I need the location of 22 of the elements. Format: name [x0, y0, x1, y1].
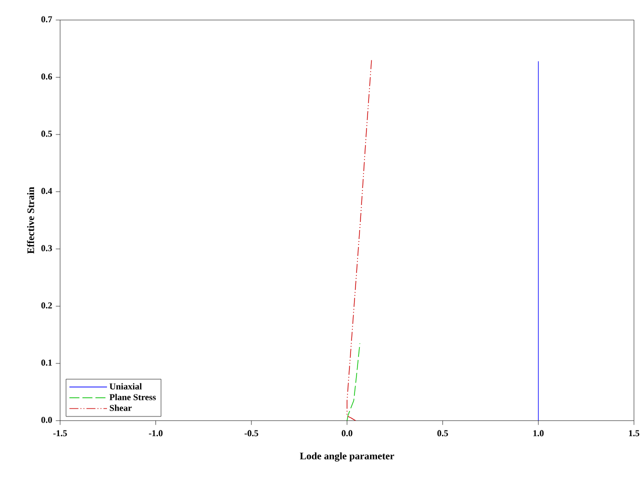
line-series	[346, 60, 372, 421]
y-tick-label: 0.7	[41, 16, 52, 22]
y-tick-label: 0.2	[41, 302, 52, 309]
y-tick-label: 0.6	[41, 74, 52, 80]
line-series	[346, 343, 360, 421]
x-axis-title: Lode angle parameter	[300, 452, 394, 462]
legend-label: Shear	[110, 404, 132, 412]
y-tick-label: 0.5	[41, 130, 52, 137]
y-tick-label: 0.4	[41, 188, 52, 194]
x-tick-label: 1.0	[533, 430, 544, 436]
x-tick-label: 1.5	[629, 430, 640, 436]
y-axis-title: Effective Strain	[26, 187, 34, 254]
x-tick-label: 0.0	[342, 430, 352, 436]
y-tick-label: 0.1	[41, 360, 52, 366]
y-tick-label: 0.0	[41, 416, 52, 424]
x-tick-label: -1.0	[148, 430, 163, 436]
x-tick-label: 0.5	[437, 430, 448, 436]
y-tick-label: 0.3	[41, 245, 52, 252]
legend-label: Uniaxial	[110, 383, 142, 390]
x-tick-label: -1.5	[53, 430, 67, 436]
legend-label: Plane Stress	[110, 394, 156, 400]
x-tick-label: -0.5	[244, 430, 258, 436]
